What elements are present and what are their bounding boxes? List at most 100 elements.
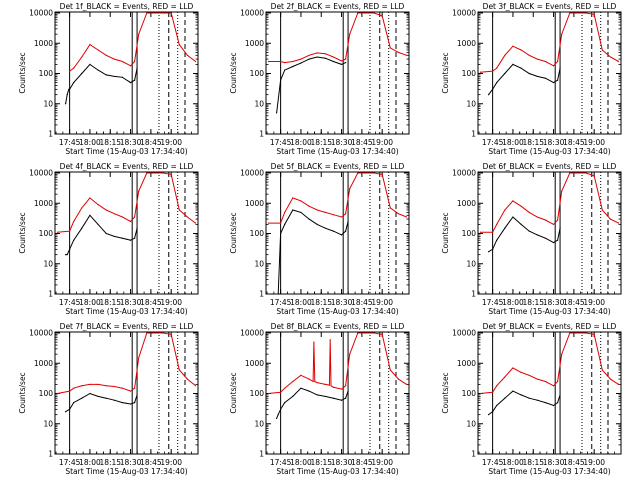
data-point-lld [373, 332, 375, 334]
data-point-lld [329, 339, 331, 341]
data-point-events [512, 216, 514, 218]
x-axis-label: Start Time (15-Aug-03 17:34:40) [65, 307, 187, 316]
plot-frame [477, 11, 622, 135]
x-tick-label: 18:30 [331, 458, 353, 467]
data-point-lld [479, 71, 482, 73]
x-tick-label: 18:45 [351, 298, 373, 307]
data-point-lld [284, 211, 286, 213]
data-point-events [121, 402, 124, 404]
x-axis-label: Start Time (15-Aug-03 17:34:40) [276, 307, 398, 316]
x-tick-label: 18:00 [502, 458, 524, 467]
y-tick-label: 10000 [29, 9, 53, 18]
data-point-lld [609, 218, 612, 220]
series-line-events [277, 209, 349, 295]
x-tick-label: 18:15 [522, 458, 544, 467]
x-tick-label: 18:30 [543, 458, 565, 467]
data-point-lld [316, 52, 318, 54]
series-line-events [65, 63, 138, 104]
data-point-lld [536, 216, 538, 218]
data-point-lld [585, 332, 587, 334]
data-point-events [69, 88, 71, 90]
data-point-events [340, 63, 343, 66]
data-point-lld [496, 223, 498, 226]
series-line-events [488, 63, 561, 95]
data-point-lld [357, 12, 359, 14]
data-point-lld [129, 65, 132, 67]
data-point-lld [121, 387, 124, 389]
data-point-events [280, 232, 282, 235]
data-point-lld [512, 45, 514, 47]
x-tick-label: 18:15 [310, 458, 332, 467]
x-tick-label: 18:30 [543, 138, 565, 147]
data-point-lld [186, 216, 189, 218]
data-point-events [73, 402, 75, 404]
data-point-lld [520, 205, 522, 207]
data-point-events [69, 408, 71, 410]
chart-title: Det 5f_BLACK = Events, RED = LLD [271, 162, 405, 171]
data-point-lld [585, 12, 587, 14]
data-point-lld [56, 392, 59, 395]
data-point-lld [397, 51, 400, 53]
data-point-events [487, 251, 490, 253]
data-point-events [308, 218, 310, 220]
data-point-events [73, 82, 75, 84]
data-point-lld [349, 33, 351, 35]
data-point-lld [577, 172, 579, 174]
data-point-lld [552, 223, 555, 226]
series-line-lld [57, 332, 196, 394]
x-tick-label: 19:00 [583, 138, 605, 147]
chart-panel-det-8: Det 8f_BLACK = Events, RED = LLD Counts/s… [229, 322, 410, 476]
y-tick-label: 1000 [457, 199, 476, 208]
chart-panel-det-5: Det 5f_BLACK = Events, RED = LLD Counts/s… [229, 162, 410, 316]
x-tick-label: 17:45 [482, 298, 504, 307]
y-tick-label: 10 [43, 99, 53, 108]
data-point-events [512, 63, 514, 66]
data-point-lld [609, 378, 612, 380]
data-point-events [324, 57, 326, 59]
data-point-events [292, 209, 294, 211]
data-point-events [129, 82, 132, 84]
data-point-events [81, 397, 83, 399]
data-point-lld [557, 60, 559, 63]
data-point-events [528, 397, 530, 399]
y-tick-label: 100 [462, 229, 477, 238]
x-axis-label: Start Time (15-Aug-03 17:34:40) [488, 307, 610, 316]
data-point-lld [89, 197, 91, 199]
y-tick-label: 10 [466, 419, 476, 428]
data-point-events [536, 75, 538, 78]
y-tick-label: 1 [471, 450, 476, 459]
data-point-events [324, 227, 326, 229]
data-point-lld [544, 380, 547, 383]
y-axis-label: Counts/sec [18, 372, 27, 413]
plot-frame [54, 11, 199, 135]
chart-panel-det-7: Det 7f_BLACK = Events, RED = LLD Counts/s… [18, 322, 199, 476]
data-point-lld [113, 58, 115, 60]
series-line-events [65, 392, 138, 413]
x-tick-label: 18:15 [310, 138, 332, 147]
x-tick-label: 18:45 [563, 458, 585, 467]
data-point-events [136, 227, 138, 229]
data-point-events [512, 390, 514, 392]
data-point-lld [313, 341, 315, 343]
data-point-lld [405, 383, 408, 386]
chart-title: Det 6f_BLACK = Events, RED = LLD [483, 162, 617, 171]
data-point-lld [162, 172, 164, 174]
data-point-lld [520, 371, 522, 373]
data-point-lld [561, 353, 563, 355]
data-point-lld [536, 378, 538, 380]
data-point-events [81, 227, 83, 229]
data-point-lld [105, 209, 107, 211]
data-point-lld [345, 213, 347, 215]
data-point-lld [89, 383, 91, 386]
data-point-events [544, 77, 547, 79]
y-tick-label: 10000 [452, 169, 476, 178]
data-point-events [105, 74, 107, 76]
data-point-events [113, 399, 115, 401]
data-point-lld [389, 207, 391, 209]
x-tick-label: 17:45 [59, 138, 81, 147]
data-point-events [134, 237, 136, 239]
data-point-lld [569, 172, 571, 174]
data-point-lld [280, 391, 282, 393]
data-point-events [66, 254, 68, 256]
